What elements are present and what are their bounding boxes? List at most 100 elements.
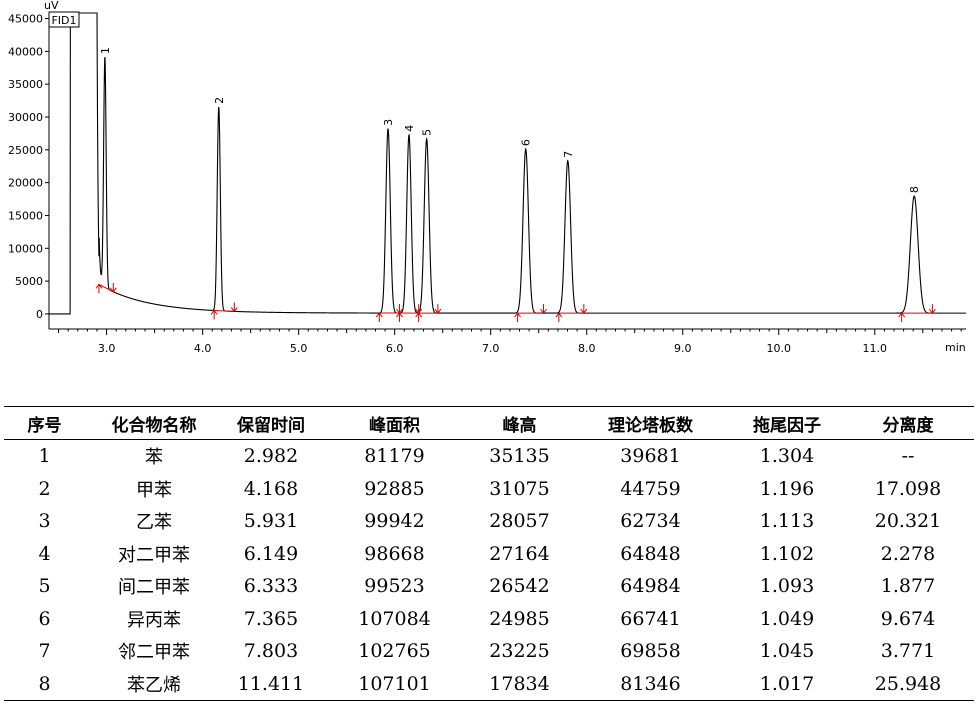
- x-unit-label: min: [945, 341, 966, 354]
- cell-compound: 对二甲苯: [118, 544, 190, 566]
- y-tick-label: 40000: [8, 45, 43, 58]
- peak-end-marker: [928, 304, 936, 314]
- cell-resolution: 17.098: [874, 477, 942, 500]
- peak-label: 1: [99, 47, 112, 54]
- peak-end-marker: [540, 304, 547, 314]
- integration-line: [214, 310, 235, 312]
- header-retention-time: 保留时间: [223, 406, 319, 440]
- y-unit-label: uV: [44, 0, 59, 12]
- peak-end-marker: [434, 304, 442, 314]
- peak-end-marker: [230, 302, 238, 313]
- cell-tailing: 1.093: [759, 575, 815, 598]
- cell-peak-area: 107084: [358, 607, 431, 630]
- x-axis: 3.0 4.0 5.0 6.0 7.0 8.0 9.0 10.0 11.0: [49, 328, 966, 355]
- peak-label: 3: [382, 119, 395, 126]
- y-tick-label: 20000: [8, 177, 43, 190]
- cell-retention-time: 7.803: [243, 640, 299, 663]
- cell-peak-height: 31075: [489, 477, 550, 500]
- y-tick-label: 25000: [8, 144, 43, 157]
- peak-start-marker: [396, 312, 403, 323]
- cell-compound: 苯: [145, 447, 163, 469]
- integration-line: [98, 283, 114, 293]
- cell-compound: 间二甲苯: [118, 577, 190, 599]
- cell-resolution: --: [901, 445, 915, 468]
- detector-label: FID1: [51, 14, 76, 27]
- cell-index: 4: [38, 542, 51, 565]
- y-tick-label: 30000: [8, 111, 43, 124]
- table-row: 1 苯 2.982 81179 35135 39681 1.304 --: [4, 440, 974, 473]
- x-tick-label: 4.0: [194, 342, 212, 355]
- peak-start-marker: [95, 283, 103, 294]
- y-tick-label: 10000: [8, 242, 43, 255]
- cell-peak-area: 99942: [364, 510, 425, 533]
- cell-peak-area: 107101: [319, 667, 470, 701]
- x-tick-label: 3.0: [98, 342, 116, 355]
- x-tick-label: 6.0: [386, 342, 404, 355]
- cell-peak-height: 35135: [489, 445, 550, 468]
- x-tick-label: 11.0: [863, 342, 888, 355]
- cell-compound: 异丙苯: [127, 609, 181, 631]
- header-resolution: 分离度: [842, 406, 974, 440]
- cell-retention-time: 5.931: [243, 510, 299, 533]
- cell-retention-time: 11.411: [223, 667, 319, 701]
- cell-tailing: 1.049: [759, 607, 815, 630]
- cell-peak-area: 92885: [364, 477, 425, 500]
- cell-peak-area: 81179: [364, 445, 425, 468]
- cell-retention-time: 4.168: [243, 477, 299, 500]
- cell-retention-time: 6.333: [243, 575, 299, 598]
- cell-index: 2: [38, 477, 51, 500]
- detector-label-box: FID1: [48, 11, 80, 28]
- peak-start-marker: [514, 312, 521, 323]
- header-index: 序号: [4, 406, 85, 440]
- cell-plates: 64984: [620, 575, 681, 598]
- x-tick-label: 5.0: [290, 342, 308, 355]
- cell-compound: 甲苯: [136, 479, 172, 501]
- x-tick-label: 7.0: [482, 342, 500, 355]
- cell-compound: 乙苯: [136, 512, 172, 534]
- peak-label: 8: [908, 186, 921, 193]
- cell-peak-height: 24985: [489, 607, 550, 630]
- cell-tailing: 1.113: [759, 510, 815, 533]
- cell-tailing: 1.102: [759, 542, 815, 565]
- chromatogram: uV 0500010000150002000025000300003500040…: [8, 0, 966, 355]
- cell-index: 8: [4, 667, 85, 701]
- table-row: 2 甲苯 4.168 92885 31075 44759 1.196 17.09…: [4, 473, 974, 506]
- cell-plates: 39681: [620, 445, 681, 468]
- y-tick-label: 45000: [8, 13, 43, 26]
- header-tailing: 拖尾因子: [732, 406, 842, 440]
- cell-index: 1: [38, 445, 51, 468]
- peak-labels: 1 2 3 45 6 7 8: [99, 47, 921, 193]
- table-header-row: 序号 化合物名称 保留时间 峰面积 峰高 理论塔板数 拖尾因子 分离度: [4, 406, 974, 440]
- peak-label: 6: [520, 139, 533, 146]
- cell-peak-area: 98668: [364, 542, 425, 565]
- cell-plates: 69858: [620, 640, 681, 663]
- peak-label: 4: [403, 125, 416, 132]
- cell-plates: 64848: [620, 542, 681, 565]
- cell-plates: 44759: [620, 477, 681, 500]
- cell-tailing: 1.045: [759, 640, 815, 663]
- cell-retention-time: 2.982: [243, 445, 299, 468]
- cell-peak-area: 102765: [358, 640, 431, 663]
- cell-plates: 62734: [620, 510, 681, 533]
- table-row: 4 对二甲苯 6.149 98668 27164 64848 1.102 2.2…: [4, 538, 974, 571]
- peak-label: 7: [562, 151, 575, 158]
- y-tick-label: 35000: [8, 78, 43, 91]
- header-compound: 化合物名称: [85, 406, 223, 440]
- peak-start-marker: [210, 309, 218, 320]
- header-peak-height: 峰高: [470, 406, 569, 440]
- cell-index: 3: [38, 510, 51, 533]
- cell-compound: 邻二甲苯: [118, 642, 190, 664]
- y-tick-label: 0: [36, 308, 43, 321]
- cell-peak-height: 27164: [489, 542, 550, 565]
- table-row: 5 间二甲苯 6.333 99523 26542 64984 1.093 1.8…: [4, 570, 974, 603]
- integration-baseline: [95, 282, 936, 323]
- table-row: 3 乙苯 5.931 99942 28057 62734 1.113 20.32…: [4, 505, 974, 538]
- cell-resolution: 20.321: [874, 510, 942, 533]
- table-row: 7 邻二甲苯 7.803 102765 23225 69858 1.045 3.…: [4, 635, 974, 668]
- cell-resolution: 25.948: [842, 667, 974, 701]
- y-tick-label: 5000: [15, 275, 43, 288]
- peak-end-marker: [109, 282, 117, 293]
- table-row: 8 苯乙烯 11.411 107101 17834 81346 1.017 25…: [4, 667, 974, 701]
- cell-peak-height: 26542: [489, 575, 550, 598]
- x-tick-label: 10.0: [767, 342, 792, 355]
